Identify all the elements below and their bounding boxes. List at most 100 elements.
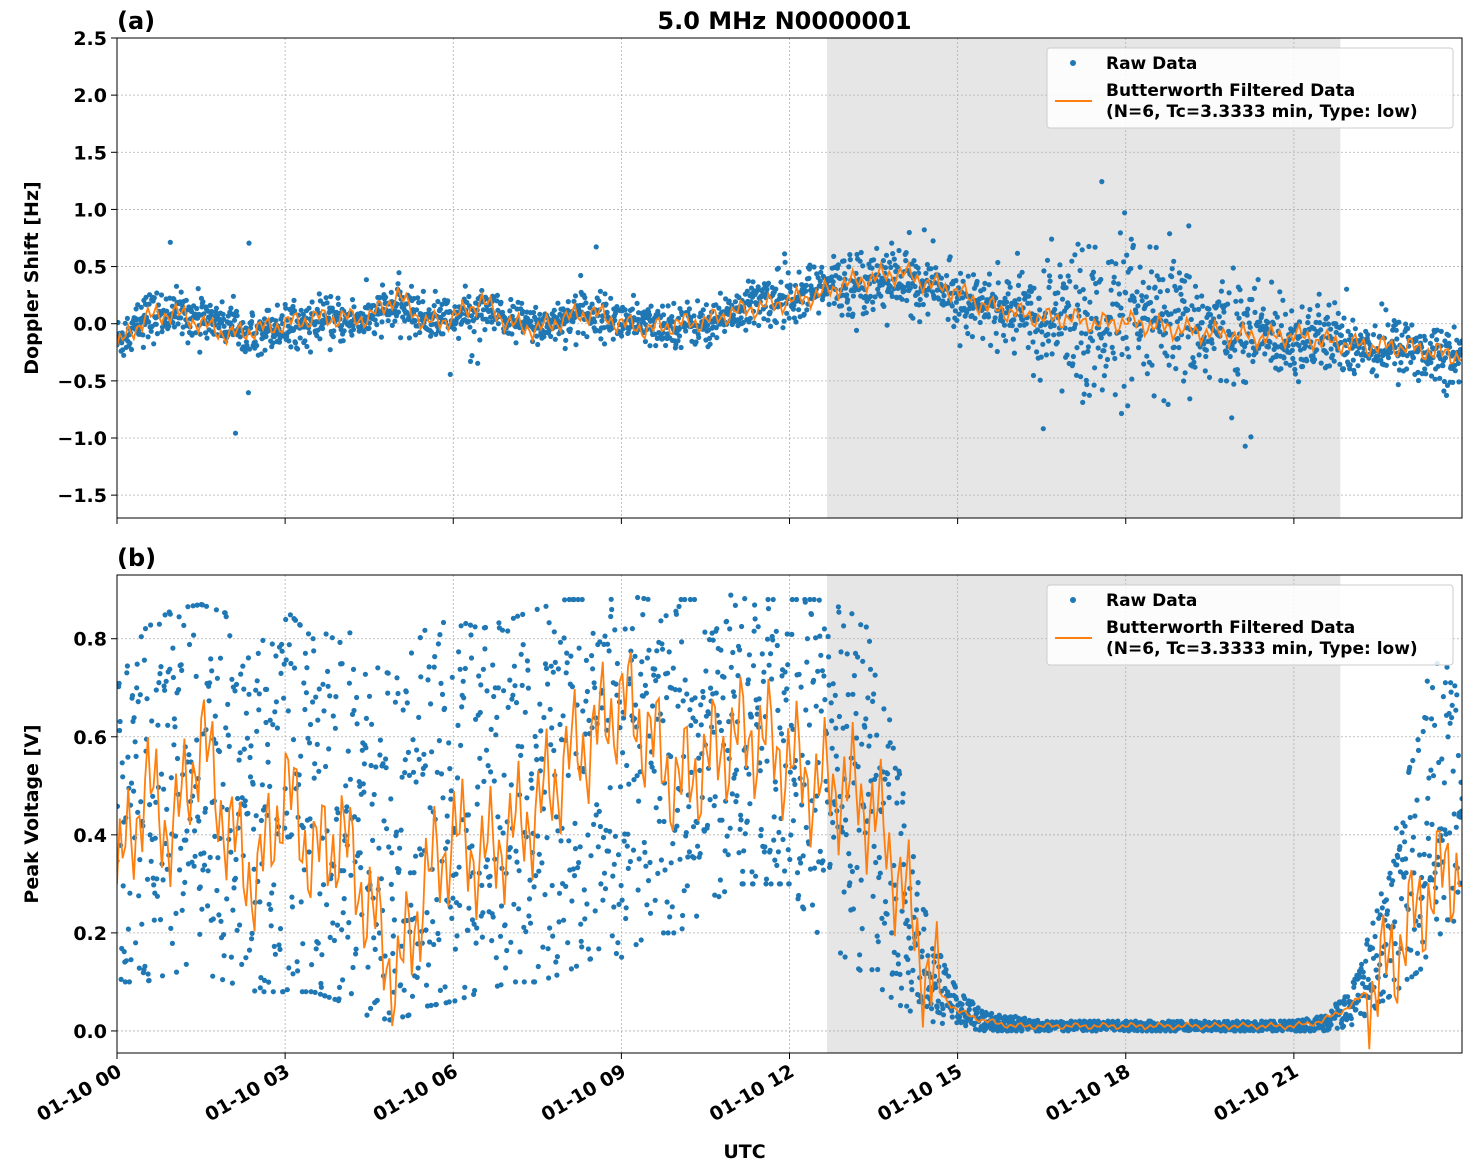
raw-data-point [1044,352,1049,357]
raw-data-point [656,674,661,679]
raw-data-point [415,295,420,300]
raw-data-point [370,802,375,807]
raw-data-point [1197,352,1202,357]
raw-data-point [815,669,820,674]
raw-data-point [563,346,568,351]
raw-data-point [1139,293,1144,298]
raw-data-point [486,763,491,768]
raw-data-point [675,808,680,813]
raw-data-point [1280,298,1285,303]
raw-data-point [578,844,583,849]
raw-data-point [565,940,570,945]
raw-data-point [1316,312,1321,317]
raw-data-point [343,783,348,788]
raw-data-point [612,627,617,632]
raw-data-point [185,604,190,609]
raw-data-point [1090,276,1095,281]
raw-data-point [380,282,385,287]
raw-data-point [346,920,351,925]
raw-data-point [674,824,679,829]
raw-data-point [883,265,888,270]
raw-data-point [127,341,132,346]
raw-data-point [882,777,887,782]
raw-data-point [333,726,338,731]
raw-data-point [734,793,739,798]
raw-data-point [625,844,630,849]
raw-data-point [951,324,956,329]
raw-data-point [1385,322,1390,327]
raw-data-point [862,305,867,310]
y-tick-label: 2.0 [73,85,107,107]
raw-data-point [1409,322,1414,327]
raw-data-point [518,949,523,954]
raw-data-point [761,670,766,675]
raw-data-point [483,625,488,630]
raw-data-point [1163,319,1168,324]
raw-data-point [1383,307,1388,312]
raw-data-point [306,306,311,311]
raw-data-point [753,874,758,879]
raw-data-point [349,991,354,996]
raw-data-point [371,935,376,940]
raw-data-point [1125,403,1130,408]
raw-data-point [740,869,745,874]
raw-data-point [904,1004,909,1009]
panel-label: (a) [117,7,155,35]
raw-data-point [751,663,756,668]
raw-data-point [588,853,593,858]
raw-data-point [174,284,179,289]
raw-data-point [749,869,754,874]
raw-data-point [598,336,603,341]
raw-data-point [462,985,467,990]
raw-data-point [237,758,242,763]
raw-data-point [925,312,930,317]
raw-data-point [342,896,347,901]
raw-data-point [317,336,322,341]
raw-data-point [331,328,336,333]
raw-data-point [246,692,251,697]
raw-data-point [260,782,265,787]
raw-data-point [834,754,839,759]
raw-data-point [179,668,184,673]
raw-data-point [693,719,698,724]
raw-data-point [268,907,273,912]
raw-data-point [298,623,303,628]
raw-data-point [1433,377,1438,382]
raw-data-point [699,722,704,727]
raw-data-point [425,677,430,682]
raw-data-point [923,271,928,276]
raw-data-point [341,868,346,873]
raw-data-point [215,855,220,860]
raw-data-point [766,606,771,611]
raw-data-point [822,626,827,631]
raw-data-point [705,823,710,828]
raw-data-point [566,773,571,778]
raw-data-point [407,335,412,340]
raw-data-point [650,703,655,708]
raw-data-point [897,972,902,977]
raw-data-point [535,342,540,347]
raw-data-point [1262,351,1267,356]
raw-data-point [1071,354,1076,359]
raw-data-point [599,318,604,323]
raw-data-point [759,827,764,832]
raw-data-point [933,985,938,990]
raw-data-point [184,962,189,967]
raw-data-point [769,881,774,886]
raw-data-point [183,838,188,843]
raw-data-point [170,646,175,651]
raw-data-point [659,641,664,646]
raw-data-point [1220,279,1225,284]
raw-data-point [410,994,415,999]
raw-data-point [1111,350,1116,355]
raw-data-point [694,914,699,919]
raw-data-point [598,289,603,294]
raw-data-point [466,906,471,911]
raw-data-point [516,906,521,911]
raw-data-point [548,742,553,747]
raw-data-point [680,926,685,931]
raw-data-point [1022,1016,1027,1021]
raw-data-point [1209,341,1214,346]
raw-data-point [618,784,623,789]
raw-data-point [866,792,871,797]
